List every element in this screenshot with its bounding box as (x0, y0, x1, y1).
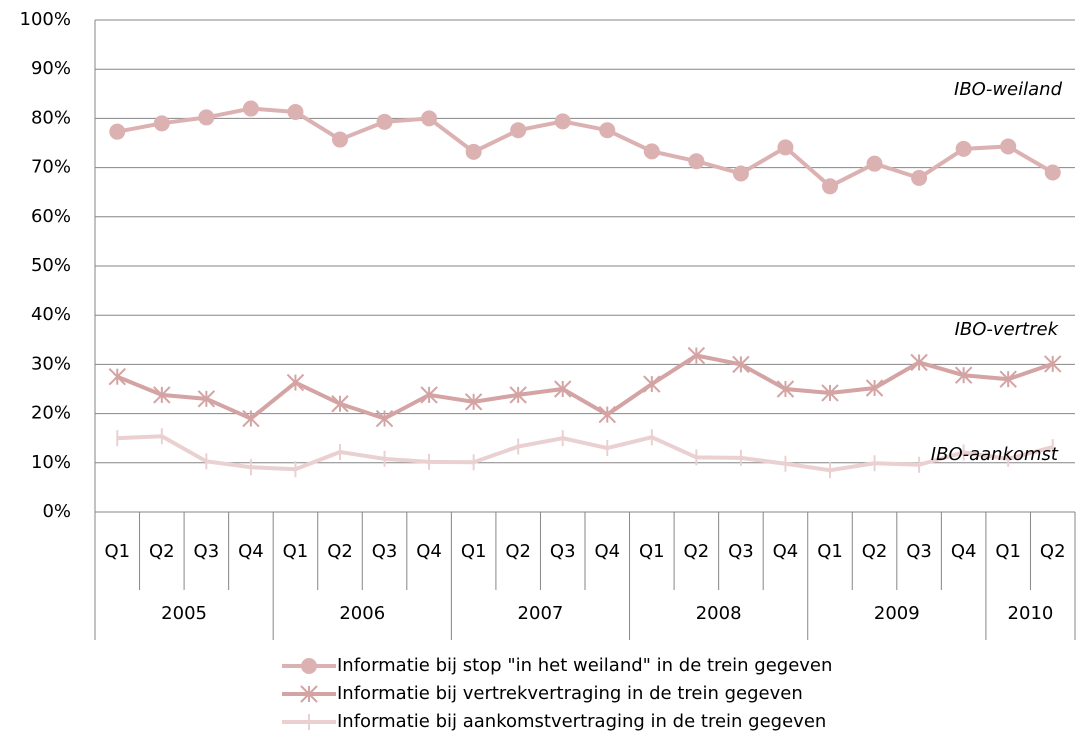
x-tick-label: Q2 (327, 541, 353, 562)
x-tick-label: Q2 (505, 541, 531, 562)
group-label: 2008 (696, 603, 742, 624)
annotation: IBO-aankomst (931, 444, 1059, 465)
point (509, 386, 527, 404)
x-tick-label: Q2 (1040, 541, 1066, 562)
point (420, 386, 438, 404)
x-tick-label: Q3 (550, 541, 576, 562)
y-tick-label: 10% (31, 452, 71, 473)
x-tick-label: Q3 (906, 541, 932, 562)
point (242, 409, 260, 428)
point (554, 113, 571, 130)
point (821, 384, 839, 402)
point (732, 165, 749, 182)
point (331, 395, 349, 413)
point (911, 169, 928, 186)
point (955, 140, 972, 157)
point (421, 110, 438, 127)
y-tick-label: 60% (31, 206, 71, 227)
group-label: 2005 (161, 603, 207, 624)
x-tick-label: Q2 (684, 541, 710, 562)
point (598, 405, 616, 424)
point (865, 379, 884, 397)
point (376, 113, 393, 130)
point (954, 366, 973, 384)
point (242, 100, 259, 117)
group-label: 2009 (874, 603, 920, 624)
y-tick-label: 0% (42, 501, 71, 522)
x-tick-label: Q1 (639, 541, 665, 562)
series-line (116, 353, 1054, 421)
x-tick-label: Q2 (149, 541, 175, 562)
point (1044, 164, 1061, 181)
series-line (117, 434, 1054, 473)
annotation: IBO-weiland (954, 79, 1063, 100)
point (777, 139, 794, 156)
point (464, 393, 483, 411)
point (300, 685, 318, 703)
point (999, 370, 1017, 388)
point (332, 131, 348, 148)
x-tick-label: Q4 (416, 541, 442, 562)
point (153, 115, 170, 132)
x-tick-label: Q1 (817, 541, 843, 562)
y-tick-label: 90% (31, 58, 71, 79)
point (687, 346, 706, 365)
x-tick-label: Q1 (995, 541, 1021, 562)
annotation: IBO-vertrek (955, 319, 1060, 340)
legend-label: Informatie bij aankomstvertraging in de … (337, 711, 826, 732)
y-tick-label: 100% (20, 9, 71, 30)
point (197, 390, 216, 408)
point (1000, 138, 1017, 155)
point (465, 143, 482, 160)
x-tick-label: Q1 (283, 541, 309, 562)
point (866, 155, 883, 172)
y-tick-label: 20% (31, 403, 71, 424)
x-tick-label: Q4 (594, 541, 620, 562)
point (198, 109, 215, 126)
point (287, 104, 304, 121)
x-tick-label: Q4 (951, 541, 977, 562)
legend-label: Informatie bij stop "in het weiland" in … (337, 655, 832, 676)
x-tick-label: Q4 (238, 541, 264, 562)
point (108, 367, 126, 386)
point (643, 375, 661, 393)
point (643, 143, 660, 160)
point (301, 658, 317, 674)
group-label: 2010 (1008, 603, 1054, 624)
point (375, 409, 394, 428)
point (1044, 355, 1062, 373)
point (732, 355, 750, 374)
point (822, 178, 838, 195)
group-label: 2007 (518, 603, 564, 624)
point (599, 122, 616, 139)
point (286, 373, 305, 392)
x-tick-label: Q2 (862, 541, 888, 562)
legend-label: Informatie bij vertrekvertraging in de t… (337, 683, 803, 704)
x-tick-label: Q3 (372, 541, 398, 562)
group-label: 2006 (339, 603, 385, 624)
y-tick-label: 30% (31, 353, 71, 374)
point (910, 353, 928, 372)
series-line (116, 106, 1054, 189)
point (153, 386, 171, 404)
y-tick-label: 40% (31, 304, 71, 325)
point (554, 380, 572, 398)
point (109, 123, 126, 140)
point (688, 153, 705, 170)
x-tick-label: Q3 (728, 541, 754, 562)
x-tick-label: Q1 (461, 541, 487, 562)
y-tick-label: 80% (31, 107, 71, 128)
y-tick-label: 50% (31, 255, 71, 276)
y-tick-label: 70% (31, 157, 71, 178)
x-tick-label: Q3 (194, 541, 220, 562)
x-tick-label: Q1 (104, 541, 130, 562)
point (510, 122, 527, 139)
x-tick-label: Q4 (773, 541, 799, 562)
point (776, 380, 795, 398)
